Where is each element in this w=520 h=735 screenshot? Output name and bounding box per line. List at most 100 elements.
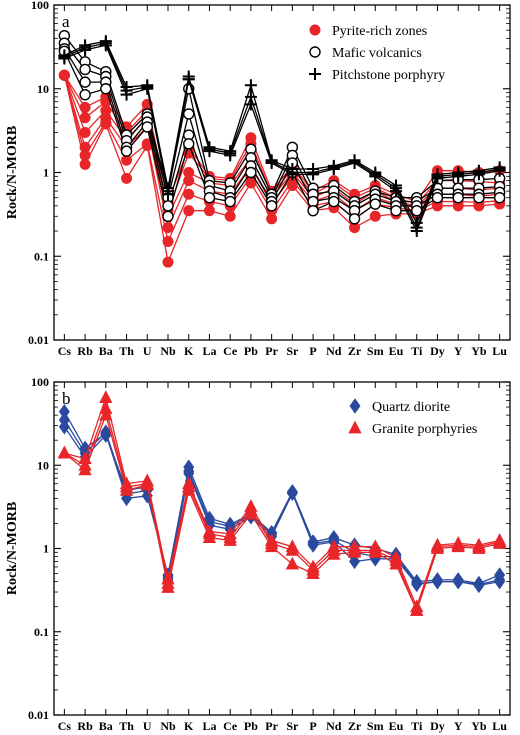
data-point [121, 172, 133, 184]
data-point [203, 205, 215, 217]
panel-letter: b [62, 389, 71, 408]
data-point [245, 166, 257, 179]
data-point [79, 88, 91, 101]
data-point [472, 168, 485, 181]
series-line [63, 42, 500, 207]
y-axis: 0.01 0.1 1 10 100 [28, 375, 510, 722]
x-tick-label: Nd [326, 719, 342, 733]
x-tick-label: Sm [367, 344, 384, 358]
data-point [183, 205, 195, 217]
x-tick-label: Eu [389, 719, 404, 733]
data-point [99, 39, 112, 52]
data-point [368, 544, 382, 558]
data-point [265, 200, 278, 212]
data-point [493, 164, 506, 177]
x-tick-label: Sm [367, 719, 384, 733]
x-tick-label: Ba [99, 344, 113, 358]
data-point [369, 170, 382, 183]
data-point [493, 192, 506, 204]
data-point [286, 485, 298, 502]
x-axis: Cs Rb Ba Th U Nb K La Ce Pb Pr Sr P Nd Zr Sm Eu Ti Dy Y Yb Lu [58, 5, 507, 358]
y-tick-label: 0.01 [28, 708, 49, 722]
x-tick-label: Dy [430, 344, 445, 358]
data-point [79, 127, 91, 139]
x-tick-label: P [309, 344, 316, 358]
data-point [431, 192, 444, 204]
series-line [63, 35, 500, 203]
data-point [162, 200, 174, 212]
x-tick-label: La [202, 344, 216, 358]
x-tick-label: Yb [471, 719, 487, 733]
x-tick-label: Cs [58, 719, 72, 733]
y-tick-label: 10 [37, 82, 49, 96]
data-point [183, 108, 195, 120]
data-point [58, 52, 71, 65]
x-tick-label: Pb [244, 719, 258, 733]
data-point [100, 83, 112, 95]
data-point [389, 556, 403, 570]
x-tick-label: U [143, 344, 152, 358]
data-point [99, 407, 113, 421]
series-line [64, 395, 500, 609]
x-tick-label: Dy [430, 719, 445, 733]
y-tick-label: 1 [43, 166, 49, 180]
data-point [120, 88, 133, 101]
data-point [183, 138, 195, 150]
data-point [99, 390, 113, 403]
data-point [162, 236, 174, 248]
x-tick-label: Nd [326, 344, 342, 358]
y-tick-label: 10 [37, 458, 49, 472]
data-point [245, 177, 257, 189]
data-point [223, 533, 237, 546]
data-point [224, 210, 236, 222]
x-tick-label: Ti [411, 719, 423, 733]
x-tick-label: Eu [389, 344, 404, 358]
data-point [431, 172, 444, 185]
series-line [64, 40, 500, 225]
data-point [452, 192, 464, 204]
x-tick-label: Ti [411, 344, 423, 358]
data-point [307, 168, 320, 181]
x-tick-label: Y [454, 344, 463, 358]
legend-marker [349, 398, 361, 414]
legend-marker [309, 46, 321, 58]
data-point [79, 101, 91, 113]
x-tick-label: La [202, 719, 216, 733]
x-tick-label: Rb [77, 719, 93, 733]
data-point [492, 536, 507, 549]
legend-label: Granite porphyries [372, 422, 477, 437]
data-point [328, 195, 340, 208]
data-point [369, 210, 381, 222]
data-point [286, 179, 298, 191]
data-point [306, 566, 320, 579]
x-tick-label: Th [119, 719, 134, 733]
data-point [79, 63, 91, 76]
data-point [348, 213, 361, 225]
x-tick-label: K [184, 344, 194, 358]
data-point [369, 198, 381, 210]
data-point [452, 573, 464, 590]
data-point [162, 222, 174, 234]
data-point [119, 482, 134, 496]
x-tick-label: Nb [160, 344, 176, 358]
y-tick-label: 0.01 [28, 333, 49, 347]
series-line [64, 44, 500, 233]
data-point [472, 541, 486, 554]
data-point [244, 79, 257, 92]
data-point [430, 541, 445, 554]
legend-marker [309, 24, 321, 36]
x-tick-label: Sr [286, 344, 299, 358]
data-point [410, 225, 423, 238]
series-line [63, 413, 500, 613]
data-point [162, 210, 174, 222]
data-point [266, 213, 278, 225]
y-axis-label: Rock/N-MORB [5, 126, 20, 219]
x-tick-label: Sr [286, 719, 299, 733]
series-line [63, 75, 500, 265]
data-point [161, 580, 175, 593]
x-tick-label: U [143, 719, 152, 733]
panel-letter: a [62, 12, 70, 31]
data-point [265, 156, 278, 169]
legend-marker [309, 68, 321, 80]
